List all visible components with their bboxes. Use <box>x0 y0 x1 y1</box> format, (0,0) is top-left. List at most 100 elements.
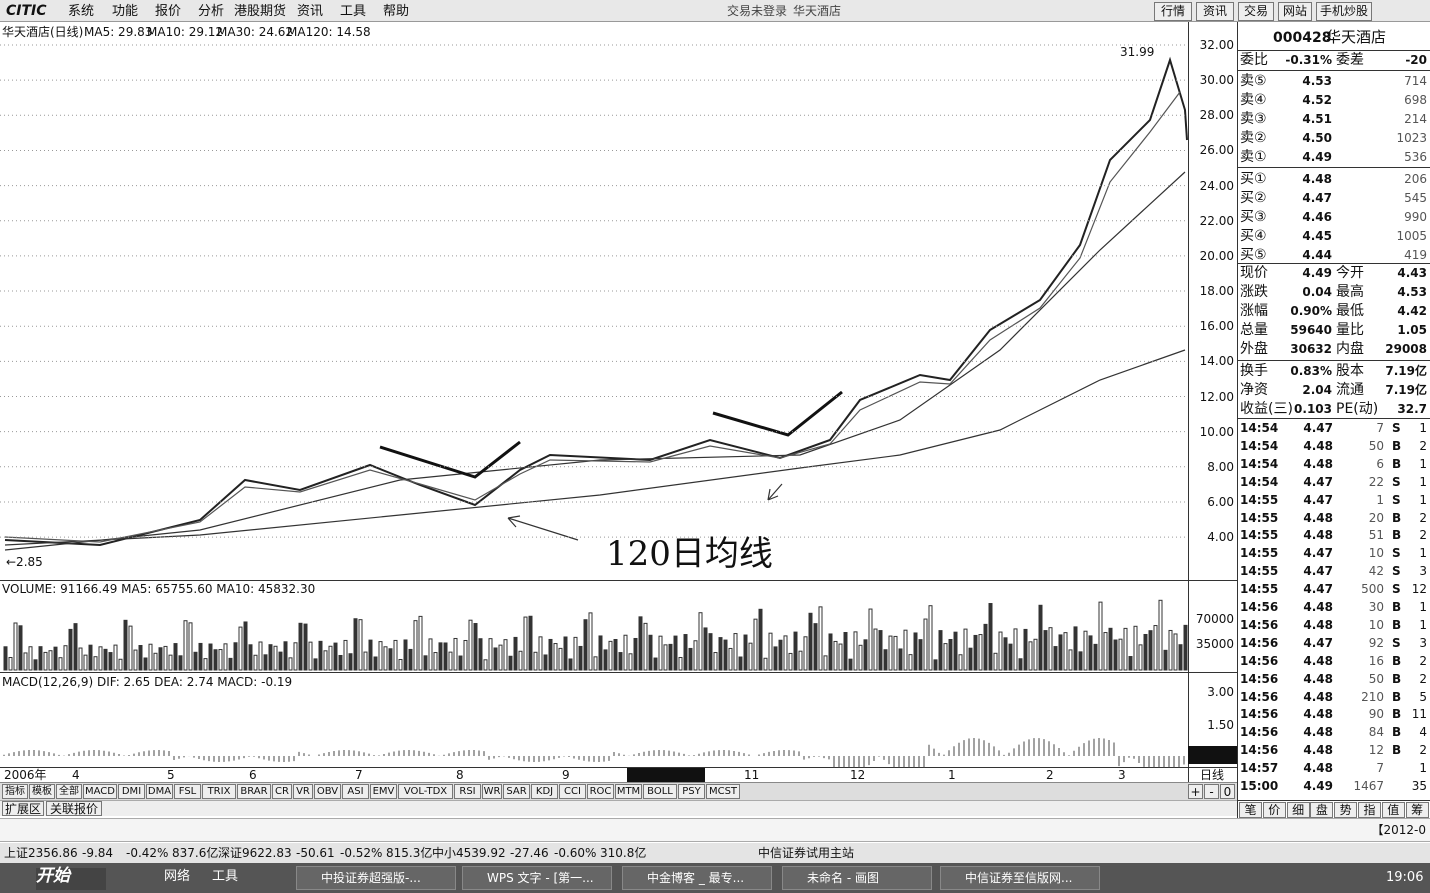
volume-bar <box>193 651 198 671</box>
indicator-tab[interactable]: DMI <box>118 784 145 799</box>
month-label: 7 <box>355 768 363 782</box>
trade-volume: 84 <box>1368 725 1384 740</box>
toolbar-button[interactable]: 手机炒股 <box>1316 2 1372 21</box>
quote-tab[interactable]: 势 <box>1334 802 1358 818</box>
toolbar-button[interactable]: 资讯 <box>1196 2 1234 21</box>
indicator-tab[interactable]: ASI <box>342 784 369 799</box>
sub-tab[interactable]: 扩展区 <box>2 801 44 816</box>
quote-tab[interactable]: 细 <box>1286 802 1310 818</box>
tab-control[interactable]: 0 <box>1220 784 1235 799</box>
book-price: 4.50 <box>1302 131 1332 146</box>
indicator-tab[interactable]: RSI <box>454 784 481 799</box>
indicator-tab[interactable]: DMA <box>146 784 173 799</box>
volume-tick-label: 70000 <box>1195 612 1234 626</box>
trade-price: 4.47 <box>1303 492 1333 507</box>
book-label: 买④ <box>1240 227 1267 244</box>
book-label: 卖③ <box>1240 111 1267 128</box>
indicator-tab[interactable]: 全部 <box>56 784 82 799</box>
row-divider <box>1238 418 1430 419</box>
volume-bar <box>678 656 683 671</box>
trade-count: 2 <box>1419 743 1427 758</box>
taskbar-window[interactable]: 中投证券超强版-... <box>296 866 456 890</box>
quote-tab[interactable]: 筹 <box>1405 802 1429 818</box>
indicator-tab[interactable]: CCI <box>559 784 586 799</box>
indicator-tab[interactable]: MACD <box>83 784 117 799</box>
volume-bar <box>933 659 938 671</box>
indicator-tab[interactable]: FSL <box>174 784 201 799</box>
indicator-tab[interactable]: SAR <box>503 784 530 799</box>
book-price: 4.45 <box>1302 228 1332 243</box>
toolbar-button[interactable]: 网站 <box>1278 2 1312 21</box>
trade-count: 1 <box>1419 600 1427 614</box>
indicator-tab[interactable]: TRIX <box>202 784 236 799</box>
indicator-tab[interactable]: MTM <box>615 784 642 799</box>
volume-bar <box>1083 630 1088 671</box>
volume-bar <box>738 656 743 671</box>
volume-bar <box>223 643 228 671</box>
indicator-tab[interactable]: ROC <box>587 784 614 799</box>
volume-bar <box>1143 633 1148 671</box>
indicator-tab[interactable]: MCST <box>706 784 740 799</box>
tab-control[interactable]: + <box>1188 784 1203 799</box>
tab-control[interactable]: - <box>1204 784 1219 799</box>
taskbar-window[interactable]: WPS 文字 - [第一... <box>462 866 612 890</box>
price-tick-label: 30.00 <box>1199 73 1234 88</box>
sub-tab[interactable]: 关联报价 <box>46 801 102 816</box>
indicator-tab[interactable]: OBV <box>314 784 341 799</box>
annotation-v <box>712 390 843 437</box>
indicator-tab[interactable]: VOL-TDX <box>398 784 453 799</box>
indicator-tab[interactable]: CR <box>272 784 292 799</box>
indicator-tab[interactable]: EMV <box>370 784 397 799</box>
trade-volume: 50 <box>1368 671 1384 686</box>
trade-count: 11 <box>1411 707 1427 722</box>
volume-bar <box>418 615 423 671</box>
indicator-tab[interactable]: WR <box>482 784 502 799</box>
volume-bar <box>338 654 343 671</box>
volume-bar <box>178 655 183 671</box>
indicator-tab[interactable]: VR <box>293 784 313 799</box>
price-tick-label: 32.00 <box>1199 38 1234 52</box>
quote-tab[interactable]: 价 <box>1262 802 1286 818</box>
quote-tab[interactable]: 指 <box>1358 802 1381 818</box>
taskbar-tool: 网络 <box>164 869 191 884</box>
trade-price: 4.47 <box>1303 635 1333 650</box>
volume-bar <box>518 650 523 671</box>
price-tick-label: 26.00 <box>1199 143 1234 158</box>
volume-bar <box>1058 634 1063 671</box>
indicator-tab[interactable]: KDJ <box>531 784 558 799</box>
chart-title: 华天酒店(日线) <box>2 25 84 39</box>
trade-count: 1 <box>1419 546 1427 561</box>
toolbar-button[interactable]: 行情 <box>1154 2 1192 21</box>
volume-bar <box>258 641 263 671</box>
indicator-tab[interactable]: BOLL <box>643 784 677 799</box>
toolbar-button[interactable]: 交易 <box>1238 2 1274 21</box>
trade-side: S <box>1392 421 1401 435</box>
taskbar-window[interactable]: 中金博客 _ 最专... <box>622 866 772 890</box>
start-button[interactable]: 开始 <box>36 868 106 890</box>
volume-bar <box>808 612 813 671</box>
volume-bar <box>1023 628 1028 671</box>
volume-bar <box>988 603 993 671</box>
volume-bar <box>773 646 778 671</box>
taskbar-window[interactable]: 未命名 - 画图 <box>782 866 932 890</box>
taskbar-window[interactable]: 中信证券至信版网... <box>940 866 1100 890</box>
volume-bar <box>488 638 493 671</box>
volume-bar <box>943 643 948 671</box>
indicator-tab[interactable]: BRAR <box>237 784 271 799</box>
quote-tab[interactable]: 值 <box>1381 802 1405 818</box>
quote-tab[interactable]: 笔 <box>1239 802 1262 818</box>
indicator-tab[interactable]: 模板 <box>29 784 55 799</box>
trade-time: 14:55 <box>1240 510 1279 525</box>
volume-bar <box>1028 641 1033 671</box>
volume-bar <box>758 608 763 671</box>
indicator-tab[interactable]: 指标 <box>2 784 28 799</box>
stat-value: 0.90% <box>1290 304 1332 319</box>
volume-bar <box>293 642 298 671</box>
indicator-tab[interactable]: PSY <box>678 784 705 799</box>
trade-time: 14:56 <box>1240 725 1279 740</box>
volume-bar <box>1093 643 1098 671</box>
quote-tab[interactable]: 盘 <box>1310 802 1334 818</box>
index-value: -0.42% <box>126 846 169 860</box>
trade-volume: 22 <box>1368 474 1384 489</box>
volume-bar <box>173 643 178 671</box>
